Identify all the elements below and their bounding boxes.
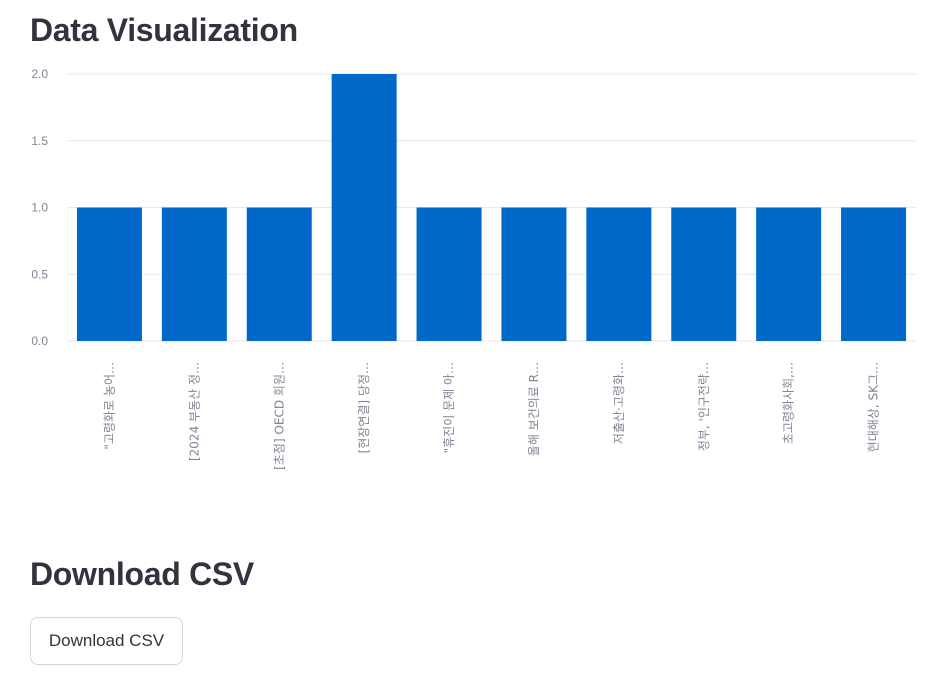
y-tick-label: 1.5	[31, 134, 48, 148]
x-tick-label: 저출산·고령화…	[612, 362, 626, 444]
x-tick-label: 현대해상, SK그…	[867, 362, 881, 452]
x-tick-label: [2024 부동산 정…	[187, 362, 201, 461]
download-csv-button[interactable]: Download CSV	[30, 617, 183, 665]
bar	[586, 207, 652, 341]
bar	[161, 207, 227, 341]
x-tick-label: 초고령화사회,…	[782, 362, 796, 444]
y-tick-label: 0.5	[31, 267, 48, 281]
bar	[331, 74, 397, 341]
bar	[76, 207, 142, 341]
x-tick-label: "고령화로 농어…	[102, 362, 116, 450]
bar	[501, 207, 567, 341]
bar	[671, 207, 737, 341]
y-tick-label: 1.0	[31, 201, 48, 215]
x-tick-label: 올해 보건의료 R…	[527, 362, 541, 456]
x-tick-label: [초점] OECD 회원…	[272, 362, 286, 470]
y-tick-label: 0.0	[31, 334, 48, 348]
bar-chart: 0.0 0.5 1.0 1.5 2.0 "고령화로 농어… [2024 부동산 정… [초점]…	[31, 67, 916, 470]
x-tick-label: 정부, '인구전략…	[697, 362, 711, 451]
bar	[416, 207, 482, 341]
y-tick-label: 2.0	[31, 67, 48, 81]
data-visualization-heading: Data Visualization	[30, 12, 298, 48]
download-csv-heading: Download CSV	[30, 556, 254, 592]
bar	[841, 207, 907, 341]
bar	[246, 207, 312, 341]
bar	[756, 207, 822, 341]
x-tick-label: "휴진이 문제 아…	[442, 362, 456, 453]
x-tick-label: [현장연결] 당정…	[357, 362, 371, 453]
